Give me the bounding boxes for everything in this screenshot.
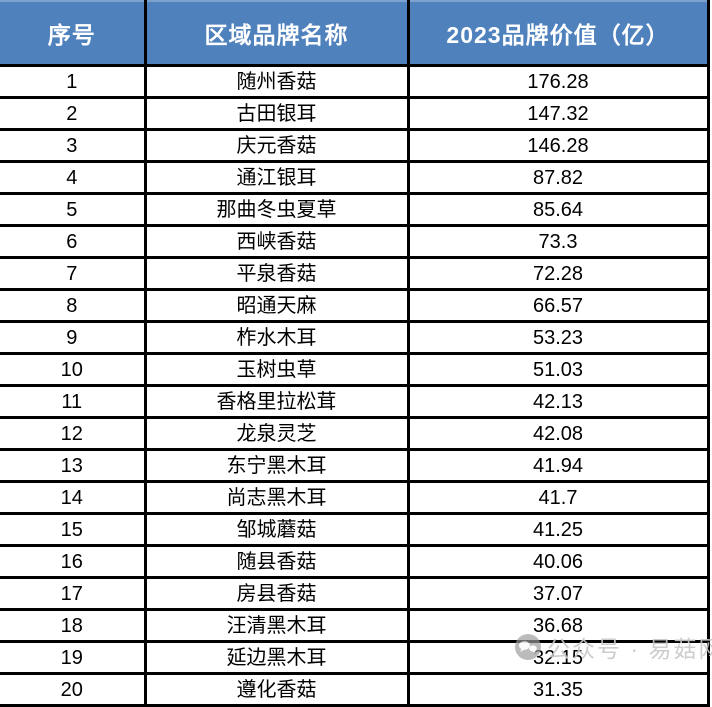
brand-value-cell: 147.32 — [406, 96, 710, 131]
brand-value-cell: 53.23 — [406, 320, 710, 355]
table-row: 12 龙泉灵芝 42.08 — [0, 416, 710, 451]
rank-cell: 12 — [0, 416, 147, 451]
brand-value-cell: 40.06 — [406, 544, 710, 579]
brand-value-cell: 72.28 — [406, 256, 710, 291]
table-row: 20 遵化香菇 31.35 — [0, 672, 710, 707]
brand-value-cell: 176.28 — [406, 64, 710, 99]
brand-value-cell: 87.82 — [406, 160, 710, 195]
table-row: 17 房县香菇 37.07 — [0, 576, 710, 611]
brand-value-cell: 73.3 — [406, 224, 710, 259]
brand-name-cell: 东宁黑木耳 — [143, 448, 410, 483]
table-row: 2 古田银耳 147.32 — [0, 96, 710, 131]
brand-name-cell: 平泉香菇 — [143, 256, 410, 291]
rank-cell: 8 — [0, 288, 147, 323]
rank-cell: 10 — [0, 352, 147, 387]
brand-name-cell: 柞水木耳 — [143, 320, 410, 355]
brand-name-cell: 遵化香菇 — [143, 672, 410, 707]
table-row: 14 尚志黑木耳 41.7 — [0, 480, 710, 515]
brand-value-cell: 66.57 — [406, 288, 710, 323]
brand-value-cell: 32.15 — [406, 640, 710, 675]
brand-name-cell: 尚志黑木耳 — [143, 480, 410, 515]
brand-name-cell: 延边黑木耳 — [143, 640, 410, 675]
brand-value-cell: 36.68 — [406, 608, 710, 643]
brand-value-cell: 41.94 — [406, 448, 710, 483]
header-row: 序号 区域品牌名称 2023品牌价值（亿） — [0, 0, 710, 67]
brand-name-cell: 邹城蘑菇 — [143, 512, 410, 547]
header-brand-name: 区域品牌名称 — [143, 0, 410, 67]
brand-value-cell: 51.03 — [406, 352, 710, 387]
table-row: 5 那曲冬虫夏草 85.64 — [0, 192, 710, 227]
table-row: 13 东宁黑木耳 41.94 — [0, 448, 710, 483]
table-row: 9 柞水木耳 53.23 — [0, 320, 710, 355]
table-row: 19 延边黑木耳 32.15 — [0, 640, 710, 675]
brand-name-cell: 汪清黑木耳 — [143, 608, 410, 643]
brand-name-cell: 玉树虫草 — [143, 352, 410, 387]
rank-cell: 7 — [0, 256, 147, 291]
brand-name-cell: 昭通天麻 — [143, 288, 410, 323]
rank-cell: 19 — [0, 640, 147, 675]
table-row: 6 西峡香菇 73.3 — [0, 224, 710, 259]
rank-cell: 6 — [0, 224, 147, 259]
table-row: 3 庆元香菇 146.28 — [0, 128, 710, 163]
rank-cell: 4 — [0, 160, 147, 195]
rank-cell: 3 — [0, 128, 147, 163]
brand-name-cell: 龙泉灵芝 — [143, 416, 410, 451]
brand-value-cell: 42.08 — [406, 416, 710, 451]
brand-name-cell: 那曲冬虫夏草 — [143, 192, 410, 227]
brand-value-cell: 85.64 — [406, 192, 710, 227]
table-row: 11 香格里拉松茸 42.13 — [0, 384, 710, 419]
brand-value-cell: 37.07 — [406, 576, 710, 611]
header-brand-value: 2023品牌价值（亿） — [406, 0, 710, 67]
brand-name-cell: 古田银耳 — [143, 96, 410, 131]
rank-cell: 13 — [0, 448, 147, 483]
table-row: 15 邹城蘑菇 41.25 — [0, 512, 710, 547]
rank-cell: 16 — [0, 544, 147, 579]
brand-value-cell: 41.25 — [406, 512, 710, 547]
brand-value-cell: 42.13 — [406, 384, 710, 419]
rank-cell: 11 — [0, 384, 147, 419]
rank-cell: 17 — [0, 576, 147, 611]
brand-name-cell: 随县香菇 — [143, 544, 410, 579]
brand-name-cell: 西峡香菇 — [143, 224, 410, 259]
rank-cell: 18 — [0, 608, 147, 643]
brand-value-cell: 146.28 — [406, 128, 710, 163]
brand-name-cell: 庆元香菇 — [143, 128, 410, 163]
table-row: 1 随州香菇 176.28 — [0, 64, 710, 99]
rank-cell: 15 — [0, 512, 147, 547]
rank-cell: 1 — [0, 64, 147, 99]
brand-name-cell: 随州香菇 — [143, 64, 410, 99]
table-row: 7 平泉香菇 72.28 — [0, 256, 710, 291]
table-row: 4 通江银耳 87.82 — [0, 160, 710, 195]
table-row: 18 汪清黑木耳 36.68 — [0, 608, 710, 643]
brand-name-cell: 通江银耳 — [143, 160, 410, 195]
brand-value-cell: 31.35 — [406, 672, 710, 707]
rank-cell: 20 — [0, 672, 147, 707]
brand-name-cell: 香格里拉松茸 — [143, 384, 410, 419]
rank-cell: 5 — [0, 192, 147, 227]
header-rank: 序号 — [0, 0, 147, 67]
table-row: 16 随县香菇 40.06 — [0, 544, 710, 579]
table-row: 10 玉树虫草 51.03 — [0, 352, 710, 387]
rank-cell: 9 — [0, 320, 147, 355]
rank-cell: 2 — [0, 96, 147, 131]
table-row: 8 昭通天麻 66.57 — [0, 288, 710, 323]
rank-cell: 14 — [0, 480, 147, 515]
brand-value-cell: 41.7 — [406, 480, 710, 515]
brand-name-cell: 房县香菇 — [143, 576, 410, 611]
